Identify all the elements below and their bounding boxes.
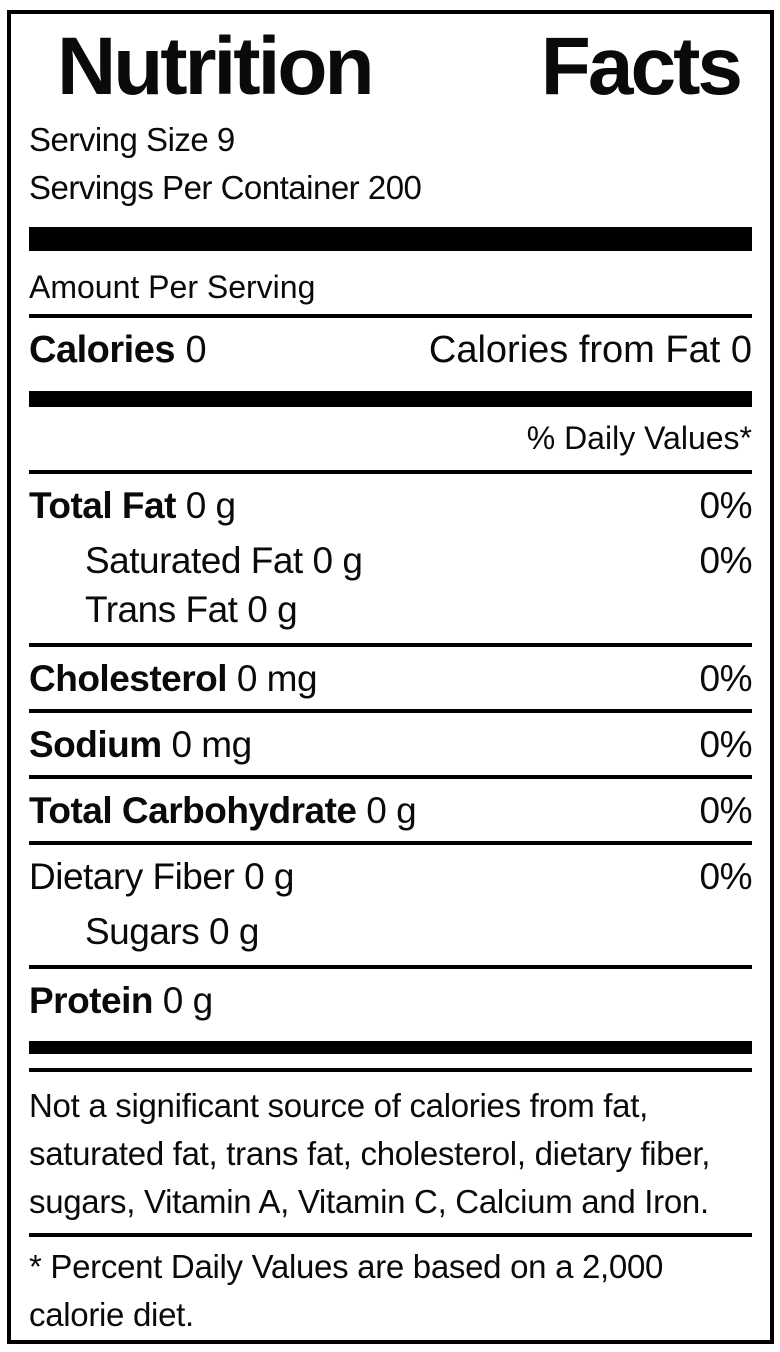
- nutrient-name-amount: Sodium 0 mg: [29, 720, 252, 769]
- thick-divider-bottom: [29, 1041, 752, 1054]
- nutrient-name-amount: Cholesterol 0 mg: [29, 654, 318, 703]
- daily-values-header: % Daily Values*: [526, 420, 752, 456]
- nutrient-row-sugars: Sugars 0 g: [29, 907, 752, 956]
- calories-from-fat-label: Calories from Fat: [428, 329, 721, 371]
- nutrient-row-trans-fat: Trans Fat 0 g: [29, 585, 752, 634]
- nutrient-amount: 0 g: [244, 856, 294, 897]
- calories-label: Calories: [29, 329, 175, 371]
- nutrient-row-total-carbohydrate: Total Carbohydrate 0 g 0%: [29, 779, 753, 841]
- nutrient-name: Dietary Fiber: [29, 856, 235, 897]
- serving-size-line: Serving Size 9: [29, 121, 235, 158]
- nutrient-row-protein: Protein 0 g: [29, 969, 752, 1031]
- calories-from-fat: Calories from Fat 0: [429, 324, 752, 376]
- nutrient-dv: 0%: [699, 485, 753, 526]
- nutrient-amount: 0 mg: [171, 724, 252, 765]
- nutrient-name-amount: Total Carbohydrate 0 g: [29, 786, 417, 835]
- nutrient-name: Saturated Fat: [85, 540, 303, 581]
- nutrient-amount: 0 mg: [236, 658, 318, 699]
- rule-above-calories: [29, 314, 752, 318]
- significance-note: Not a significant source of calories fro…: [29, 1087, 711, 1220]
- nutrient-name: Sodium: [29, 724, 162, 765]
- nutrient-row-total-fat: Total Fat 0 g 0%: [29, 474, 753, 536]
- nutrient-dv: 0%: [699, 540, 753, 581]
- nutrient-name: Total Fat: [29, 485, 176, 526]
- nutrient-name: Sugars: [85, 911, 200, 952]
- nutrient-name: Total Carbohydrate: [29, 790, 357, 831]
- nutrient-dv: 0%: [699, 724, 753, 765]
- label-title-word-nutrition: Nutrition: [57, 21, 375, 112]
- nutrient-row-saturated-fat: Saturated Fat 0 g 0%: [29, 536, 753, 585]
- thick-divider-top: [29, 227, 752, 251]
- nutrient-row-sodium: Sodium 0 mg 0%: [29, 713, 753, 775]
- calories-amount: 0: [185, 329, 207, 371]
- calories-row: Calories 0 Calories from Fat 0: [29, 318, 752, 378]
- nutrient-name-amount: Saturated Fat 0 g: [85, 536, 363, 585]
- thick-divider-calories: [29, 391, 752, 407]
- rule-above-significance-note: [29, 1068, 752, 1072]
- nutrient-name: Protein: [29, 980, 153, 1021]
- nutrient-name: Cholesterol: [29, 658, 228, 699]
- nutrient-name: Trans Fat: [85, 589, 238, 630]
- nutrient-amount: 0 g: [366, 790, 417, 831]
- label-title-word-facts: Facts: [540, 21, 743, 112]
- nutrient-name-amount: Protein 0 g: [29, 976, 213, 1025]
- calories-from-fat-value: 0: [730, 329, 752, 371]
- rule-above-fiber: [29, 841, 752, 845]
- nutrient-amount: 0 g: [185, 485, 236, 526]
- nutrient-name-amount: Trans Fat 0 g: [85, 585, 298, 634]
- label-title: Nutrition Facts: [29, 18, 752, 116]
- nutrient-dv: 0%: [699, 790, 753, 831]
- nutrient-name-amount: Sugars 0 g: [85, 907, 259, 956]
- rule-above-total-fat: [29, 470, 752, 474]
- nutrient-dv: 0%: [699, 658, 753, 699]
- nutrient-amount: 0 g: [247, 589, 298, 630]
- daily-value-footnote: * Percent Daily Values are based on a 2,…: [29, 1248, 664, 1333]
- nutrient-dv: 0%: [699, 856, 753, 897]
- nutrient-name-amount: Total Fat 0 g: [29, 481, 236, 530]
- nutrition-facts-label: Nutrition Facts Serving Size 9 Servings …: [7, 10, 774, 1344]
- rule-above-carbohydrate: [29, 775, 752, 779]
- rule-above-cholesterol: [29, 643, 752, 647]
- calories-value: Calories 0: [29, 324, 207, 376]
- nutrient-amount: 0 g: [209, 911, 259, 952]
- amount-per-serving-header: Amount Per Serving: [29, 269, 316, 305]
- nutrient-row-cholesterol: Cholesterol 0 mg 0%: [29, 647, 753, 709]
- nutrient-amount: 0 g: [162, 980, 213, 1021]
- nutrient-amount: 0 g: [312, 540, 363, 581]
- rule-above-protein: [29, 965, 752, 969]
- nutrient-name-amount: Dietary Fiber 0 g: [29, 852, 294, 901]
- servings-per-container-line: Servings Per Container 200: [29, 169, 422, 206]
- rule-above-sodium: [29, 709, 752, 713]
- rule-above-footnote: [29, 1233, 752, 1237]
- nutrient-row-dietary-fiber: Dietary Fiber 0 g 0%: [29, 845, 753, 907]
